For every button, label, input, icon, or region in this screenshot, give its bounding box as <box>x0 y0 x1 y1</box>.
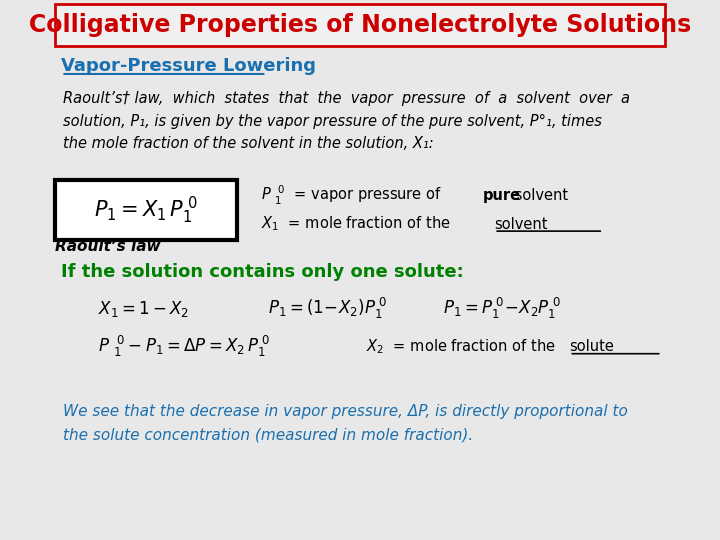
Text: $\it{P}_1 = \it{X}_1\,\it{P}_1^{\;0}$: $\it{P}_1 = \it{X}_1\,\it{P}_1^{\;0}$ <box>94 194 199 226</box>
Text: If the solution contains only one solute:: If the solution contains only one solute… <box>61 262 464 281</box>
Text: solute: solute <box>570 339 614 354</box>
Text: Vapor-Pressure Lowering: Vapor-Pressure Lowering <box>61 57 316 76</box>
Text: $\it{P}\ _1^{\;0} - \it{P}_1 = \Delta\it{P} = \it{X}_2\,\it{P}_1^{\;0}$: $\it{P}\ _1^{\;0} - \it{P}_1 = \Delta\it… <box>99 334 271 359</box>
Text: $\it{P}_1 = \it{P}_1^{\;0}\!-\!\it{X}_2\it{P}_1^{\;0}$: $\it{P}_1 = \it{P}_1^{\;0}\!-\!\it{X}_2\… <box>443 296 561 321</box>
Text: Colligative Properties of Nonelectrolyte Solutions: Colligative Properties of Nonelectrolyte… <box>29 13 691 37</box>
Text: $\it{P}_1 = (1\!-\!\it{X}_2)\it{P}_1^{\;0}$: $\it{P}_1 = (1\!-\!\it{X}_2)\it{P}_1^{\;… <box>268 296 387 321</box>
Text: $\it{X}_1 = 1 - \it{X}_2$: $\it{X}_1 = 1 - \it{X}_2$ <box>99 299 189 319</box>
Text: $\it{X}_2$  = mole fraction of the: $\it{X}_2$ = mole fraction of the <box>366 338 557 356</box>
FancyBboxPatch shape <box>55 4 665 46</box>
Text: We see that the decrease in vapor pressure, ΔP, is directly proportional to
the : We see that the decrease in vapor pressu… <box>63 404 628 443</box>
Text: solvent: solvent <box>510 188 568 203</box>
Text: $\it{P}\ _1^{\;0}$  = vapor pressure of: $\it{P}\ _1^{\;0}$ = vapor pressure of <box>261 184 443 207</box>
Text: Raoult’s† law,  which  states  that  the  vapor  pressure  of  a  solvent  over : Raoult’s† law, which states that the vap… <box>63 91 630 151</box>
Text: solvent: solvent <box>494 217 548 232</box>
Text: Raoult’s law: Raoult’s law <box>55 239 161 254</box>
Text: pure: pure <box>483 188 521 203</box>
FancyBboxPatch shape <box>55 180 237 240</box>
Text: $\it{X}_1$  = mole fraction of the: $\it{X}_1$ = mole fraction of the <box>261 215 451 233</box>
